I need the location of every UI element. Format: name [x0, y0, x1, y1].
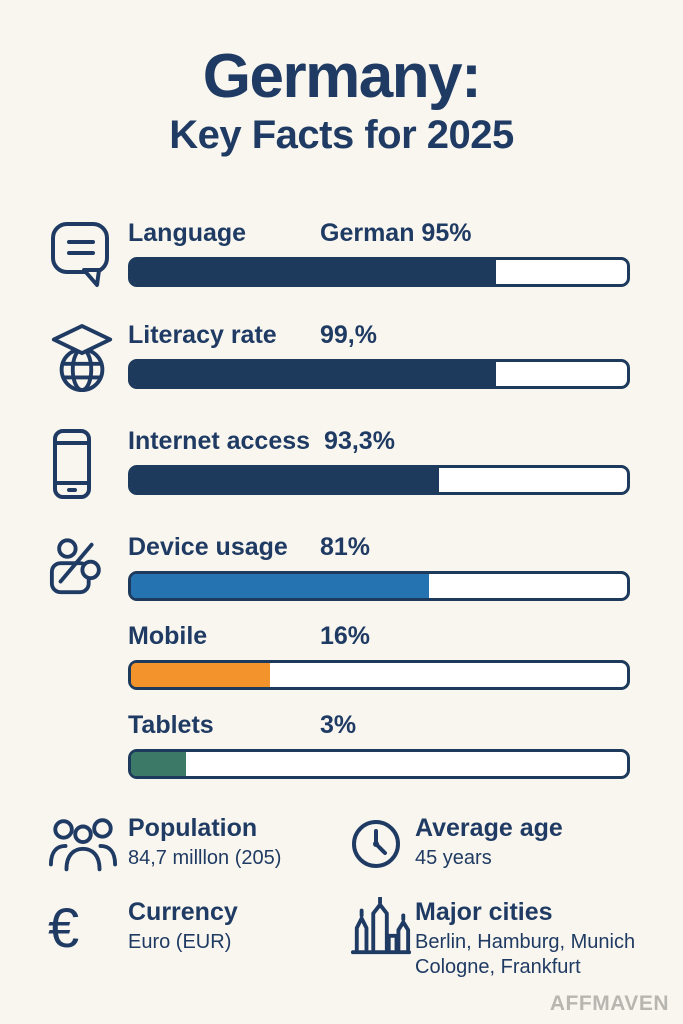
- progress-fill: [131, 260, 496, 285]
- fact-value: 45 years: [415, 847, 492, 870]
- metric-literacy-rate: Literacy rate 99,%: [48, 320, 630, 396]
- fact-value: Euro (EUR): [128, 931, 232, 954]
- facts-section: Population 84,7 milllon (205) Average ag…: [0, 779, 683, 980]
- speech-bubble-icon: [48, 218, 128, 290]
- fact-title: Major cities: [415, 898, 553, 927]
- metric-device-usage: Device usage 81%: [48, 532, 630, 602]
- progress-fill: [131, 574, 429, 599]
- progress-bar: [128, 660, 630, 691]
- progress-bar: [128, 359, 630, 390]
- smartphone-icon: [48, 426, 128, 502]
- fact-title: Population: [128, 814, 258, 843]
- metric-value: German 95%: [320, 219, 472, 248]
- fact-population: Population 84,7 milllon (205): [48, 813, 350, 875]
- metric-value: 3%: [320, 711, 357, 740]
- metrics-section: Language German 95%: [0, 158, 683, 780]
- fact-average-age: Average age 45 years: [350, 813, 663, 875]
- watermark-affmaven: AFFMAVEN: [549, 992, 669, 1015]
- page-subtitle: Key Facts for 2025: [169, 113, 514, 158]
- euro-icon: €: [48, 896, 80, 960]
- page-title: Germany:: [202, 42, 482, 111]
- fact-value: 84,7 milllon (205): [128, 847, 282, 870]
- icon-spacer: [48, 710, 128, 779]
- progress-fill: [131, 752, 186, 777]
- progress-fill: [131, 362, 496, 387]
- metric-value: 99,%: [320, 321, 377, 350]
- progress-bar: [128, 465, 630, 496]
- metric-internet-access: Internet access 93,3%: [48, 426, 630, 502]
- icon-spacer: [48, 621, 128, 690]
- percent-tag-icon: [48, 532, 128, 601]
- progress-fill: [131, 663, 270, 688]
- metric-label: Language: [128, 219, 247, 248]
- fact-title: Currency: [128, 898, 238, 927]
- people-icon: [48, 813, 128, 875]
- progress-fill: [131, 468, 439, 493]
- fact-value: Berlin, Hamburg, Munich Cologne, Frankfu…: [415, 931, 636, 979]
- metric-label: Tablets: [128, 711, 214, 740]
- metric-language: Language German 95%: [48, 218, 630, 290]
- metric-value: 16%: [320, 622, 371, 651]
- clock-icon: [350, 813, 415, 875]
- fact-title: Average age: [415, 814, 563, 843]
- metric-value: 93,3%: [324, 427, 395, 456]
- progress-bar: [128, 257, 630, 288]
- fact-major-cities: Major cities Berlin, Hamburg, Munich Col…: [350, 897, 663, 980]
- graduation-cap-globe-icon: [48, 320, 128, 396]
- fact-currency: € Currency Euro (EUR): [48, 897, 350, 980]
- metric-mobile: Mobile 16%: [48, 621, 630, 691]
- metric-label: Device usage: [128, 533, 288, 562]
- progress-bar: [128, 749, 630, 780]
- progress-bar: [128, 571, 630, 602]
- metric-label: Internet access: [128, 427, 311, 456]
- metric-label: Mobile: [128, 622, 208, 651]
- city-skyline-icon: [350, 897, 415, 959]
- metric-value: 81%: [320, 533, 371, 562]
- metric-tablets: Tablets 3%: [48, 710, 630, 780]
- metric-label: Literacy rate: [128, 321, 277, 350]
